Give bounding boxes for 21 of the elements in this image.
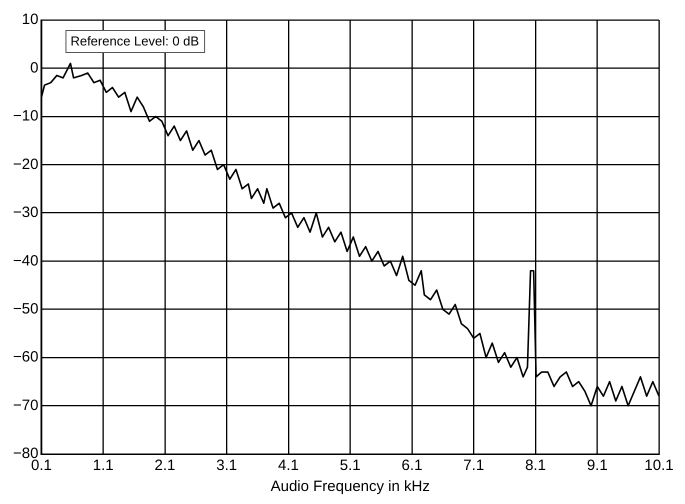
y-tick-label: −50 [12, 300, 38, 318]
y-tick-label: −20 [12, 156, 38, 173]
y-tick-label: 0 [30, 59, 38, 76]
x-tick-label: 4.1 [278, 457, 299, 474]
y-tick-label: −60 [12, 348, 38, 366]
annotation: Reference Level: 0 dB [70, 34, 200, 49]
x-tick-label: 9.1 [586, 457, 608, 474]
x-tick-label: 10.1 [644, 457, 674, 474]
x-tick-label: 5.1 [340, 457, 361, 474]
y-tick-label: −70 [12, 396, 38, 414]
x-tick-label: 1.1 [92, 457, 114, 474]
x-tick-label: 7.1 [463, 457, 484, 474]
y-tick-label: 10 [22, 11, 38, 28]
x-tick-label: 3.1 [216, 457, 238, 474]
y-tick-label: −30 [12, 204, 38, 222]
y-tick-label: −40 [12, 252, 38, 270]
x-tick-label: 6.1 [402, 457, 422, 474]
x-tick-label: 8.1 [525, 457, 546, 474]
x-axis-title: Audio Frequency in kHz [270, 478, 430, 496]
x-tick-label: 2.1 [154, 457, 176, 474]
y-tick-label: −10 [12, 108, 38, 125]
